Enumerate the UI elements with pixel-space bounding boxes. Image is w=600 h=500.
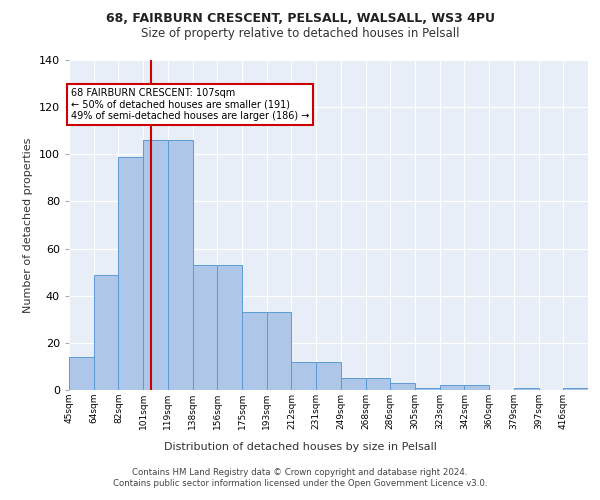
Text: Size of property relative to detached houses in Pelsall: Size of property relative to detached ho…: [141, 28, 459, 40]
Bar: [415, 388, 440, 390]
Text: 68, FAIRBURN CRESCENT, PELSALL, WALSALL, WS3 4PU: 68, FAIRBURN CRESCENT, PELSALL, WALSALL,…: [106, 12, 494, 26]
Text: 68 FAIRBURN CRESCENT: 107sqm
← 50% of detached houses are smaller (191)
49% of s: 68 FAIRBURN CRESCENT: 107sqm ← 50% of de…: [71, 88, 310, 122]
Bar: [267, 312, 292, 390]
Bar: [292, 362, 316, 390]
Bar: [440, 386, 464, 390]
Bar: [143, 140, 168, 390]
Bar: [316, 362, 341, 390]
Y-axis label: Number of detached properties: Number of detached properties: [23, 138, 33, 312]
Bar: [341, 378, 365, 390]
Bar: [217, 265, 242, 390]
Bar: [464, 386, 489, 390]
Bar: [563, 388, 588, 390]
Bar: [193, 265, 217, 390]
Bar: [390, 383, 415, 390]
Bar: [94, 274, 118, 390]
Bar: [365, 378, 390, 390]
Bar: [69, 357, 94, 390]
Text: Contains HM Land Registry data © Crown copyright and database right 2024.
Contai: Contains HM Land Registry data © Crown c…: [113, 468, 487, 487]
Bar: [242, 312, 267, 390]
Text: Distribution of detached houses by size in Pelsall: Distribution of detached houses by size …: [164, 442, 436, 452]
Bar: [514, 388, 539, 390]
Bar: [168, 140, 193, 390]
Bar: [118, 156, 143, 390]
